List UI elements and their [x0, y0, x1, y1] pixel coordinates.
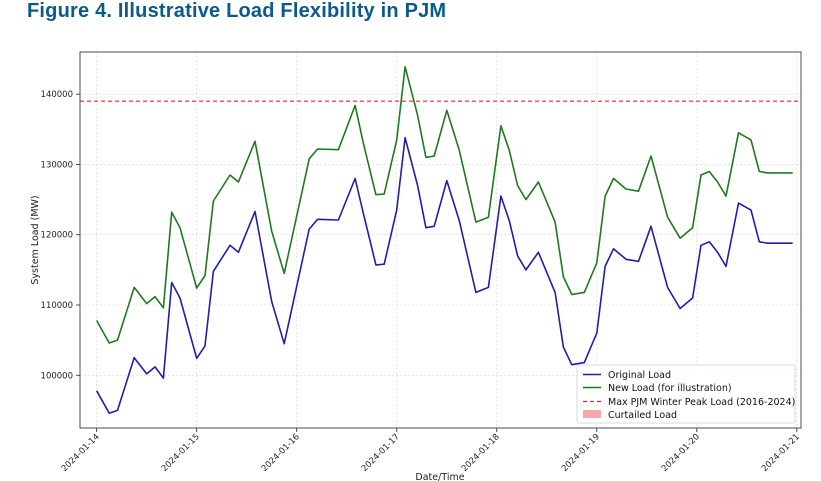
series-layer — [96, 66, 793, 414]
x-tick-label: 2024-01-19 — [560, 432, 602, 474]
plot-frame — [79, 51, 802, 429]
new-load-line — [96, 66, 793, 344]
legend-label-original-load: Original Load — [608, 370, 671, 381]
y-tick-label: 110000 — [41, 301, 73, 311]
x-tick-label: 2024-01-17 — [360, 432, 402, 474]
x-tick-label: 2024-01-18 — [460, 432, 502, 474]
figure-title: Figure 4. Illustrative Load Flexibility … — [27, 0, 447, 22]
x-tick-label: 2024-01-16 — [260, 432, 302, 474]
y-tick-label: 120000 — [41, 231, 73, 241]
legend-label-max-peak: Max PJM Winter Peak Load (2016-2024) — [608, 397, 795, 408]
x-axis-label: Date/Time — [415, 472, 464, 481]
y-tick-label: 100000 — [41, 371, 73, 381]
legend-box — [576, 364, 796, 424]
legend-swatch-curtailed — [583, 410, 601, 418]
x-tick-label: 2024-01-21 — [760, 432, 802, 474]
y-tick-label: 130000 — [41, 160, 73, 170]
original-load-line — [96, 136, 793, 414]
x-tick-label: 2024-01-14 — [60, 432, 102, 474]
y-axis-label: System Load (MW) — [30, 195, 41, 284]
x-axis-ticks: 2024-01-14 2024-01-15 2024-01-16 2024-01-17… — [60, 428, 802, 474]
legend-label-new-load: New Load (for illustration) — [608, 383, 732, 394]
x-tick-label: 2024-01-15 — [160, 432, 202, 474]
x-tick-label: 2024-01-20 — [660, 432, 702, 474]
y-axis-ticks: 100000 110000 120000 130000 140000 — [41, 90, 80, 381]
legend: Original Load New Load (for illustration… — [576, 364, 796, 424]
legend-label-curtailed: Curtailed Load — [608, 410, 677, 421]
y-tick-label: 140000 — [41, 90, 73, 100]
